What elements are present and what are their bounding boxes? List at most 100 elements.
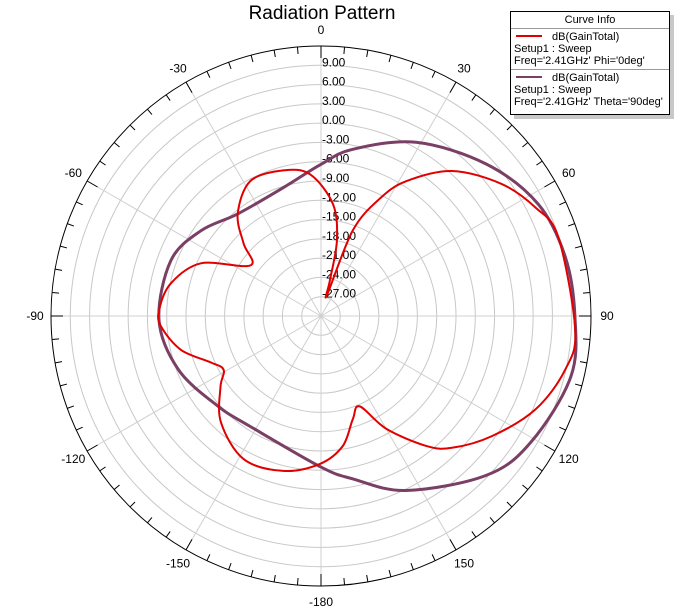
angle-tick-mark [574,245,582,249]
angle-tick-mark [185,81,193,93]
angle-tick-label: -180 [309,595,333,609]
angle-tick-mark [410,562,414,570]
angle-tick-mark [388,569,392,577]
radial-tick-label: 9.00 [322,55,346,69]
grid-spoke [86,180,322,317]
angle-tick-mark [579,268,587,271]
angle-tick-mark [76,201,83,206]
angle-tick-mark [582,338,591,341]
radial-tick-label: -3.00 [322,132,350,146]
grid-spoke [320,315,556,452]
radial-tick-label: 3.00 [322,94,346,108]
angle-tick-mark [86,180,98,188]
angle-tick-label: 120 [559,452,579,466]
radial-tick-label: -6.00 [322,152,350,166]
angle-tick-mark [55,268,63,271]
angle-tick-mark [544,180,556,188]
angle-tick-mark [567,405,575,409]
angle-tick-label: -60 [65,166,83,180]
angle-tick-mark [51,338,60,341]
angle-tick-mark [273,574,276,582]
angle-tick-mark [99,160,106,166]
radial-tick-label: -27.00 [322,287,356,301]
angle-tick-mark [506,124,513,131]
angle-tick-mark [86,444,98,452]
legend-entry-theta90[interactable]: dB(GainTotal) Setup1 : Sweep Freq='2.41G… [511,69,669,110]
angle-tick-label: -30 [169,61,187,75]
angle-ticks [51,46,591,586]
angle-tick-mark [536,160,543,166]
radial-tick-labels: 9.006.003.000.00-3.00-6.00-9.00-12.00-15… [322,55,356,300]
curve-info-legend[interactable]: Curve Info dB(GainTotal) Setup1 : Sweep … [510,11,670,115]
angle-tick-mark [296,46,299,55]
angle-tick-label: -90 [26,309,44,323]
angle-tick-mark [51,291,60,294]
grid-spoke [185,315,322,551]
angle-tick-mark [113,142,120,148]
angle-tick-mark [129,124,136,131]
curves [157,140,578,493]
legend-setup: Setup1 : Sweep [514,84,592,96]
angle-tick-mark [99,466,106,472]
angle-tick-mark [67,405,75,409]
angle-tick-mark [431,554,436,561]
angle-tick-mark [343,46,346,55]
angle-tick-mark [449,539,457,551]
angle-tick-mark [165,94,171,101]
angle-tick-mark [388,55,392,63]
angle-tick-mark [449,81,457,93]
series-curve-theta90 [157,140,578,493]
grid-spoke [320,180,556,317]
angle-tick-mark [489,517,495,524]
angle-tick-mark [206,554,211,561]
angle-tick-mark [76,426,83,431]
angle-tick-label: -150 [166,557,190,571]
angle-tick-label: 30 [457,61,471,75]
angle-tick-mark [506,501,513,508]
angle-tick-mark [567,223,575,227]
angle-tick-label: 60 [562,166,576,180]
angle-tick-mark [431,71,436,78]
angle-tick-mark [113,484,120,490]
angle-tick-mark [343,577,346,586]
angle-tick-label: 0 [318,23,325,37]
angle-tick-mark [410,62,414,70]
angle-tick-mark [67,223,75,227]
angle-tick-mark [489,108,495,115]
angle-tick-label: 150 [454,557,474,571]
grid-spoke [320,81,457,317]
angle-tick-mark [522,484,529,490]
angle-tick-mark [559,201,566,206]
grid-spoke [320,315,457,551]
radial-tick-label: -15.00 [322,210,356,224]
angle-tick-mark [250,569,254,577]
angle-tick-label: -120 [61,452,85,466]
legend-swatch-purple [516,76,542,79]
radial-tick-label: -9.00 [322,171,350,185]
legend-entry-phi0[interactable]: dB(GainTotal) Setup1 : Sweep Freq='2.41G… [511,29,669,69]
angle-tick-mark [228,562,232,570]
radial-tick-label: -21.00 [322,248,356,262]
legend-condition: Freq='2.41GHz' Phi='0deg' [514,55,645,67]
chart-title: Radiation Pattern [249,3,396,24]
angle-tick-mark [544,444,556,452]
angle-tick-mark [522,142,529,148]
angle-tick-label: 90 [600,309,614,323]
angle-tick-mark [366,50,369,58]
angle-tick-mark [536,466,543,472]
radial-tick-label: -24.00 [322,267,356,281]
angle-tick-mark [147,517,153,524]
angle-tick-mark [185,539,193,551]
angle-tick-mark [579,361,587,364]
angle-tick-mark [228,62,232,70]
grid-spoke [86,315,322,452]
angle-tick-mark [165,531,171,538]
series-curve-phi0 [157,168,577,472]
legend-series-name: dB(GainTotal) [552,31,620,43]
legend-setup: Setup1 : Sweep [514,43,592,55]
grid-spoke [185,81,322,317]
angle-tick-labels: 0 30 60 90 120 150 -180 -150 -120 -90 -60 -30 [26,23,614,609]
legend-series-name: dB(GainTotal) [552,72,620,84]
legend-condition: Freq='2.41GHz' Theta='90deg' [514,96,663,108]
angle-tick-mark [129,501,136,508]
